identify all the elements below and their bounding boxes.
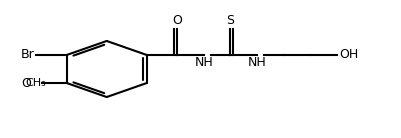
Text: OH: OH <box>338 48 357 62</box>
Text: O: O <box>172 14 182 27</box>
Text: O: O <box>21 76 31 90</box>
Text: CH₃: CH₃ <box>26 78 47 88</box>
Text: NH: NH <box>194 56 213 69</box>
Text: NH: NH <box>247 56 266 69</box>
Text: S: S <box>226 14 234 27</box>
Text: Br: Br <box>21 48 34 62</box>
